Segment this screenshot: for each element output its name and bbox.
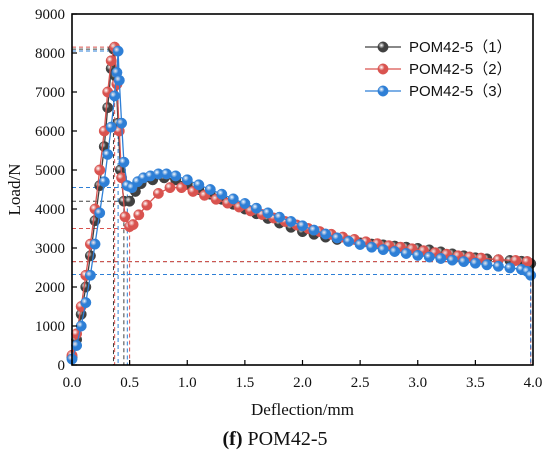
data-point	[133, 209, 145, 221]
y-tick-label: 7000	[35, 85, 65, 101]
legend-label-1: POM42-5（1）	[409, 39, 512, 56]
data-point	[435, 253, 447, 264]
y-tick-label: 3000	[35, 241, 65, 257]
data-point	[274, 211, 285, 223]
x-tick-label: 3.5	[466, 375, 485, 391]
legend-marker-2	[377, 63, 389, 75]
data-point	[127, 219, 139, 231]
data-point	[331, 232, 343, 244]
data-point	[320, 228, 332, 240]
y-tick-label: 0	[58, 358, 66, 374]
y-tick-label: 9000	[35, 7, 65, 23]
data-point	[102, 148, 114, 160]
data-point	[250, 202, 262, 214]
data-point	[504, 262, 516, 274]
caption-text: POM42-5	[242, 428, 328, 450]
data-point	[112, 45, 124, 57]
data-point	[469, 257, 481, 269]
x-tick-label: 2.5	[351, 375, 370, 391]
y-tick-label: 1000	[35, 319, 65, 335]
legend-label-3: POM42-5（3）	[409, 83, 512, 100]
data-point	[285, 216, 297, 227]
data-point	[216, 188, 228, 200]
legend-label-2: POM42-5（2）	[409, 61, 512, 78]
data-point	[113, 74, 125, 86]
x-tick-label: 3.0	[408, 375, 427, 391]
data-point	[80, 297, 92, 309]
data-point	[94, 164, 106, 176]
data-point	[116, 117, 128, 129]
data-point	[71, 340, 83, 351]
data-point	[343, 235, 355, 247]
data-point	[204, 184, 216, 195]
y-tick-label: 5000	[35, 163, 65, 179]
data-point	[262, 207, 274, 219]
data-point	[119, 211, 131, 223]
x-tick-label: 0.0	[63, 375, 82, 391]
data-point	[308, 224, 320, 236]
data-point	[492, 260, 504, 272]
data-point	[423, 251, 435, 263]
data-point	[124, 195, 136, 207]
data-point	[193, 179, 205, 191]
caption-label: (f)	[222, 428, 243, 450]
y-axis-label: Load/N	[5, 164, 24, 216]
data-point	[98, 176, 110, 188]
data-point	[481, 259, 493, 271]
data-point	[75, 320, 87, 332]
legend-marker-1	[377, 41, 389, 53]
data-point	[227, 193, 239, 205]
data-point	[164, 182, 176, 194]
y-tick-label: 6000	[35, 124, 65, 140]
data-point	[118, 156, 130, 168]
data-point	[510, 255, 522, 266]
x-tick-label: 2.0	[293, 375, 312, 391]
data-point	[389, 246, 401, 257]
x-tick-label: 4.0	[524, 375, 543, 391]
data-point	[105, 121, 117, 133]
x-tick-label: 0.5	[120, 375, 139, 391]
x-tick-label: 1.5	[236, 375, 255, 391]
y-tick-label: 2000	[35, 280, 65, 296]
data-point	[400, 248, 412, 259]
data-point	[152, 187, 164, 199]
data-point	[354, 239, 366, 250]
axis-ticks: 0.0 0.5 1.0 1.5 2.0 2.5 3.0 3.5 4.0 0 1000 2000 3000…	[35, 7, 542, 391]
data-point	[102, 102, 114, 114]
series-layer	[66, 41, 537, 365]
data-point	[377, 244, 389, 256]
data-point	[297, 220, 308, 232]
data-point	[109, 90, 121, 102]
legend: POM42-5（1） POM42-5（2） POM42-5（3）	[365, 39, 512, 100]
data-point	[84, 269, 96, 281]
data-point	[181, 174, 193, 186]
data-point	[239, 198, 251, 209]
x-axis-label: Deflection/mm	[251, 400, 354, 419]
data-point	[366, 241, 378, 253]
y-tick-label: 8000	[35, 46, 65, 62]
data-point	[458, 256, 470, 268]
data-point	[412, 249, 424, 261]
legend-marker-3	[377, 85, 389, 97]
data-point	[94, 207, 106, 219]
data-point	[170, 170, 182, 182]
data-point	[141, 199, 153, 211]
data-point	[176, 182, 187, 194]
x-tick-label: 1.0	[178, 375, 197, 391]
chart: 0.0 0.5 1.0 1.5 2.0 2.5 3.0 3.5 4.0 0 1000 2000 3000…	[5, 7, 542, 419]
data-point	[525, 269, 537, 281]
y-tick-label: 4000	[35, 202, 65, 218]
data-point	[161, 168, 172, 180]
data-point	[446, 254, 458, 266]
data-point	[89, 238, 101, 250]
figure-caption: (f) POM42-5	[0, 428, 550, 451]
data-point	[105, 55, 117, 67]
